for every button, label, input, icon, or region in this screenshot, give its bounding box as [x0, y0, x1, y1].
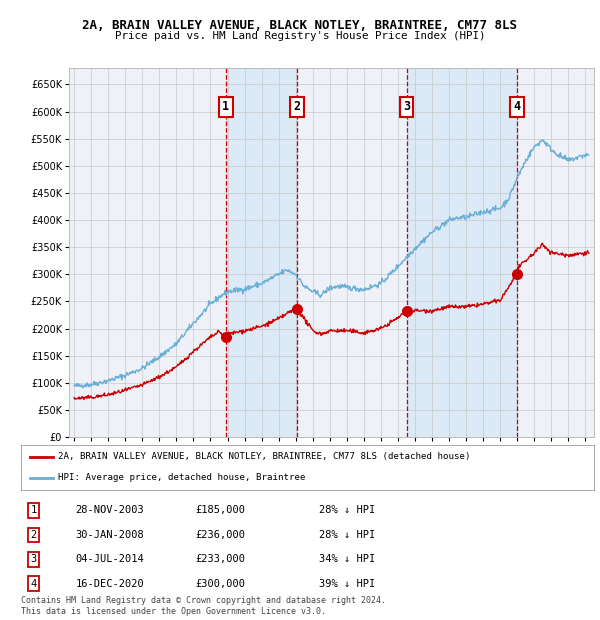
Text: 2A, BRAIN VALLEY AVENUE, BLACK NOTLEY, BRAINTREE, CM77 8LS: 2A, BRAIN VALLEY AVENUE, BLACK NOTLEY, B… [83, 19, 517, 32]
Text: £233,000: £233,000 [196, 554, 246, 564]
Text: 1: 1 [223, 100, 229, 113]
Text: 16-DEC-2020: 16-DEC-2020 [76, 579, 144, 589]
Bar [407, 68, 517, 437]
Text: 28% ↓ HPI: 28% ↓ HPI [319, 530, 375, 540]
Text: 28-NOV-2003: 28-NOV-2003 [76, 505, 144, 515]
Text: 1: 1 [31, 505, 37, 515]
Text: Contains HM Land Registry data © Crown copyright and database right 2024.
This d: Contains HM Land Registry data © Crown c… [21, 596, 386, 616]
Text: 2: 2 [31, 530, 37, 540]
Text: 3: 3 [403, 100, 410, 113]
Text: 2: 2 [293, 100, 301, 113]
Text: 39% ↓ HPI: 39% ↓ HPI [319, 579, 375, 589]
Text: 30-JAN-2008: 30-JAN-2008 [76, 530, 144, 540]
Text: 4: 4 [31, 579, 37, 589]
Text: HPI: Average price, detached house, Braintree: HPI: Average price, detached house, Brai… [58, 473, 306, 482]
Text: 4: 4 [513, 100, 520, 113]
Text: 28% ↓ HPI: 28% ↓ HPI [319, 505, 375, 515]
Text: 04-JUL-2014: 04-JUL-2014 [76, 554, 144, 564]
Text: £300,000: £300,000 [196, 579, 246, 589]
Bar [226, 68, 297, 437]
Text: 2A, BRAIN VALLEY AVENUE, BLACK NOTLEY, BRAINTREE, CM77 8LS (detached house): 2A, BRAIN VALLEY AVENUE, BLACK NOTLEY, B… [58, 452, 471, 461]
Text: Price paid vs. HM Land Registry's House Price Index (HPI): Price paid vs. HM Land Registry's House … [115, 31, 485, 41]
Text: 3: 3 [31, 554, 37, 564]
Text: 34% ↓ HPI: 34% ↓ HPI [319, 554, 375, 564]
Text: £185,000: £185,000 [196, 505, 246, 515]
Text: £236,000: £236,000 [196, 530, 246, 540]
